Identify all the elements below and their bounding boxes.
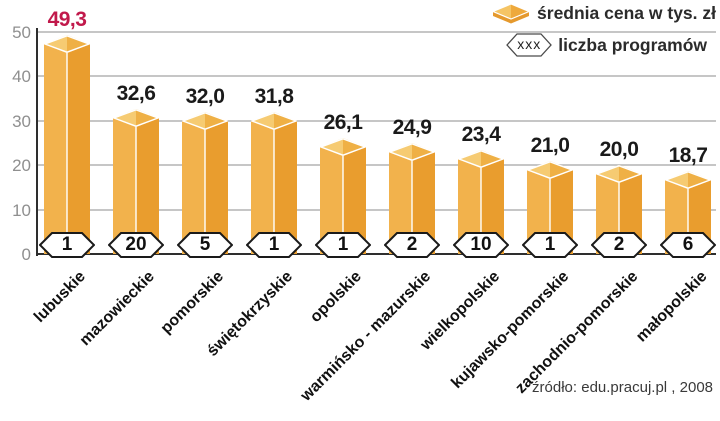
- category-label: pomorskie: [157, 268, 228, 338]
- program-count-badge: 1: [246, 232, 302, 258]
- legend-programs-item: xxx liczba programów: [506, 33, 707, 57]
- program-count-badge: 5: [177, 232, 233, 258]
- x-axis-baseline: [36, 253, 716, 255]
- program-count-value: 6: [682, 234, 694, 255]
- bar-value-label: 26,1: [323, 111, 363, 134]
- y-tick-label: 10: [12, 200, 31, 220]
- y-tick-label: 30: [12, 111, 31, 131]
- bar-value-label: 31,8: [254, 85, 294, 108]
- bar: [456, 150, 506, 254]
- program-count-badge: 1: [39, 232, 95, 258]
- program-count-value: 1: [544, 234, 556, 255]
- bar-value-label: 32,0: [185, 85, 225, 108]
- bar: [111, 109, 161, 254]
- gridline: [36, 119, 716, 122]
- source-note: źródło: edu.pracuj.pl , 2008: [532, 379, 713, 396]
- program-count-value: 5: [199, 234, 211, 255]
- bar-value-label: 20,0: [599, 138, 639, 161]
- program-count-value: 1: [268, 234, 280, 255]
- bar-value-label: 49,3: [47, 8, 87, 31]
- category-label: małopolskie: [632, 268, 711, 346]
- legend-price-label: średnia cena w tys. zł: [537, 3, 716, 23]
- bar: [387, 143, 437, 254]
- bar: [318, 138, 368, 254]
- bar-value-label: 23,4: [461, 123, 501, 146]
- y-tick-label: 0: [21, 245, 31, 264]
- bar-value-label: 18,7: [668, 144, 708, 167]
- program-count-badge: 2: [384, 232, 440, 258]
- program-count-badge: 10: [453, 232, 509, 258]
- program-count-value: 1: [61, 234, 73, 255]
- legend-programs-label: liczba programów: [558, 34, 707, 55]
- program-count-badge: 2: [591, 232, 647, 258]
- program-count-value: 20: [125, 234, 147, 255]
- hexagon-badge-icon: xxx: [506, 33, 553, 57]
- program-count-badge: 1: [315, 232, 371, 258]
- gridline: [36, 208, 716, 211]
- category-label: warmińsko - mazurskie: [297, 268, 435, 405]
- bar: [249, 112, 299, 254]
- bar: [180, 112, 230, 254]
- y-axis: [36, 28, 38, 256]
- legend-price-item: średnia cena w tys. zł: [491, 3, 716, 24]
- y-tick-label: 50: [12, 22, 31, 42]
- legend-badge-placeholder: xxx: [517, 36, 542, 52]
- bar-top-icon: [491, 3, 531, 24]
- category-label: kujawsko-pomorskie: [448, 268, 573, 392]
- bar: [42, 35, 92, 254]
- bar-value-label: 21,0: [530, 134, 570, 157]
- program-count-badge: 20: [108, 232, 164, 258]
- category-label: opolskie: [307, 268, 366, 326]
- hexagon-outline-icon: [506, 33, 553, 57]
- gridline: [36, 30, 716, 33]
- program-count-value: 10: [470, 234, 492, 255]
- gridline: [36, 75, 716, 77]
- bar-value-label: 32,6: [116, 82, 156, 105]
- bar-value-label: 24,9: [392, 116, 432, 139]
- y-tick-label: 20: [12, 156, 31, 175]
- program-count-value: 2: [613, 234, 625, 255]
- y-tick-label: 40: [12, 67, 31, 86]
- program-count-value: 1: [337, 234, 349, 255]
- category-label: lubuskie: [31, 268, 90, 326]
- program-count-badge: 6: [660, 232, 716, 258]
- program-count-value: 2: [406, 234, 418, 255]
- program-count-badge: 1: [522, 232, 578, 258]
- gridline: [36, 164, 716, 166]
